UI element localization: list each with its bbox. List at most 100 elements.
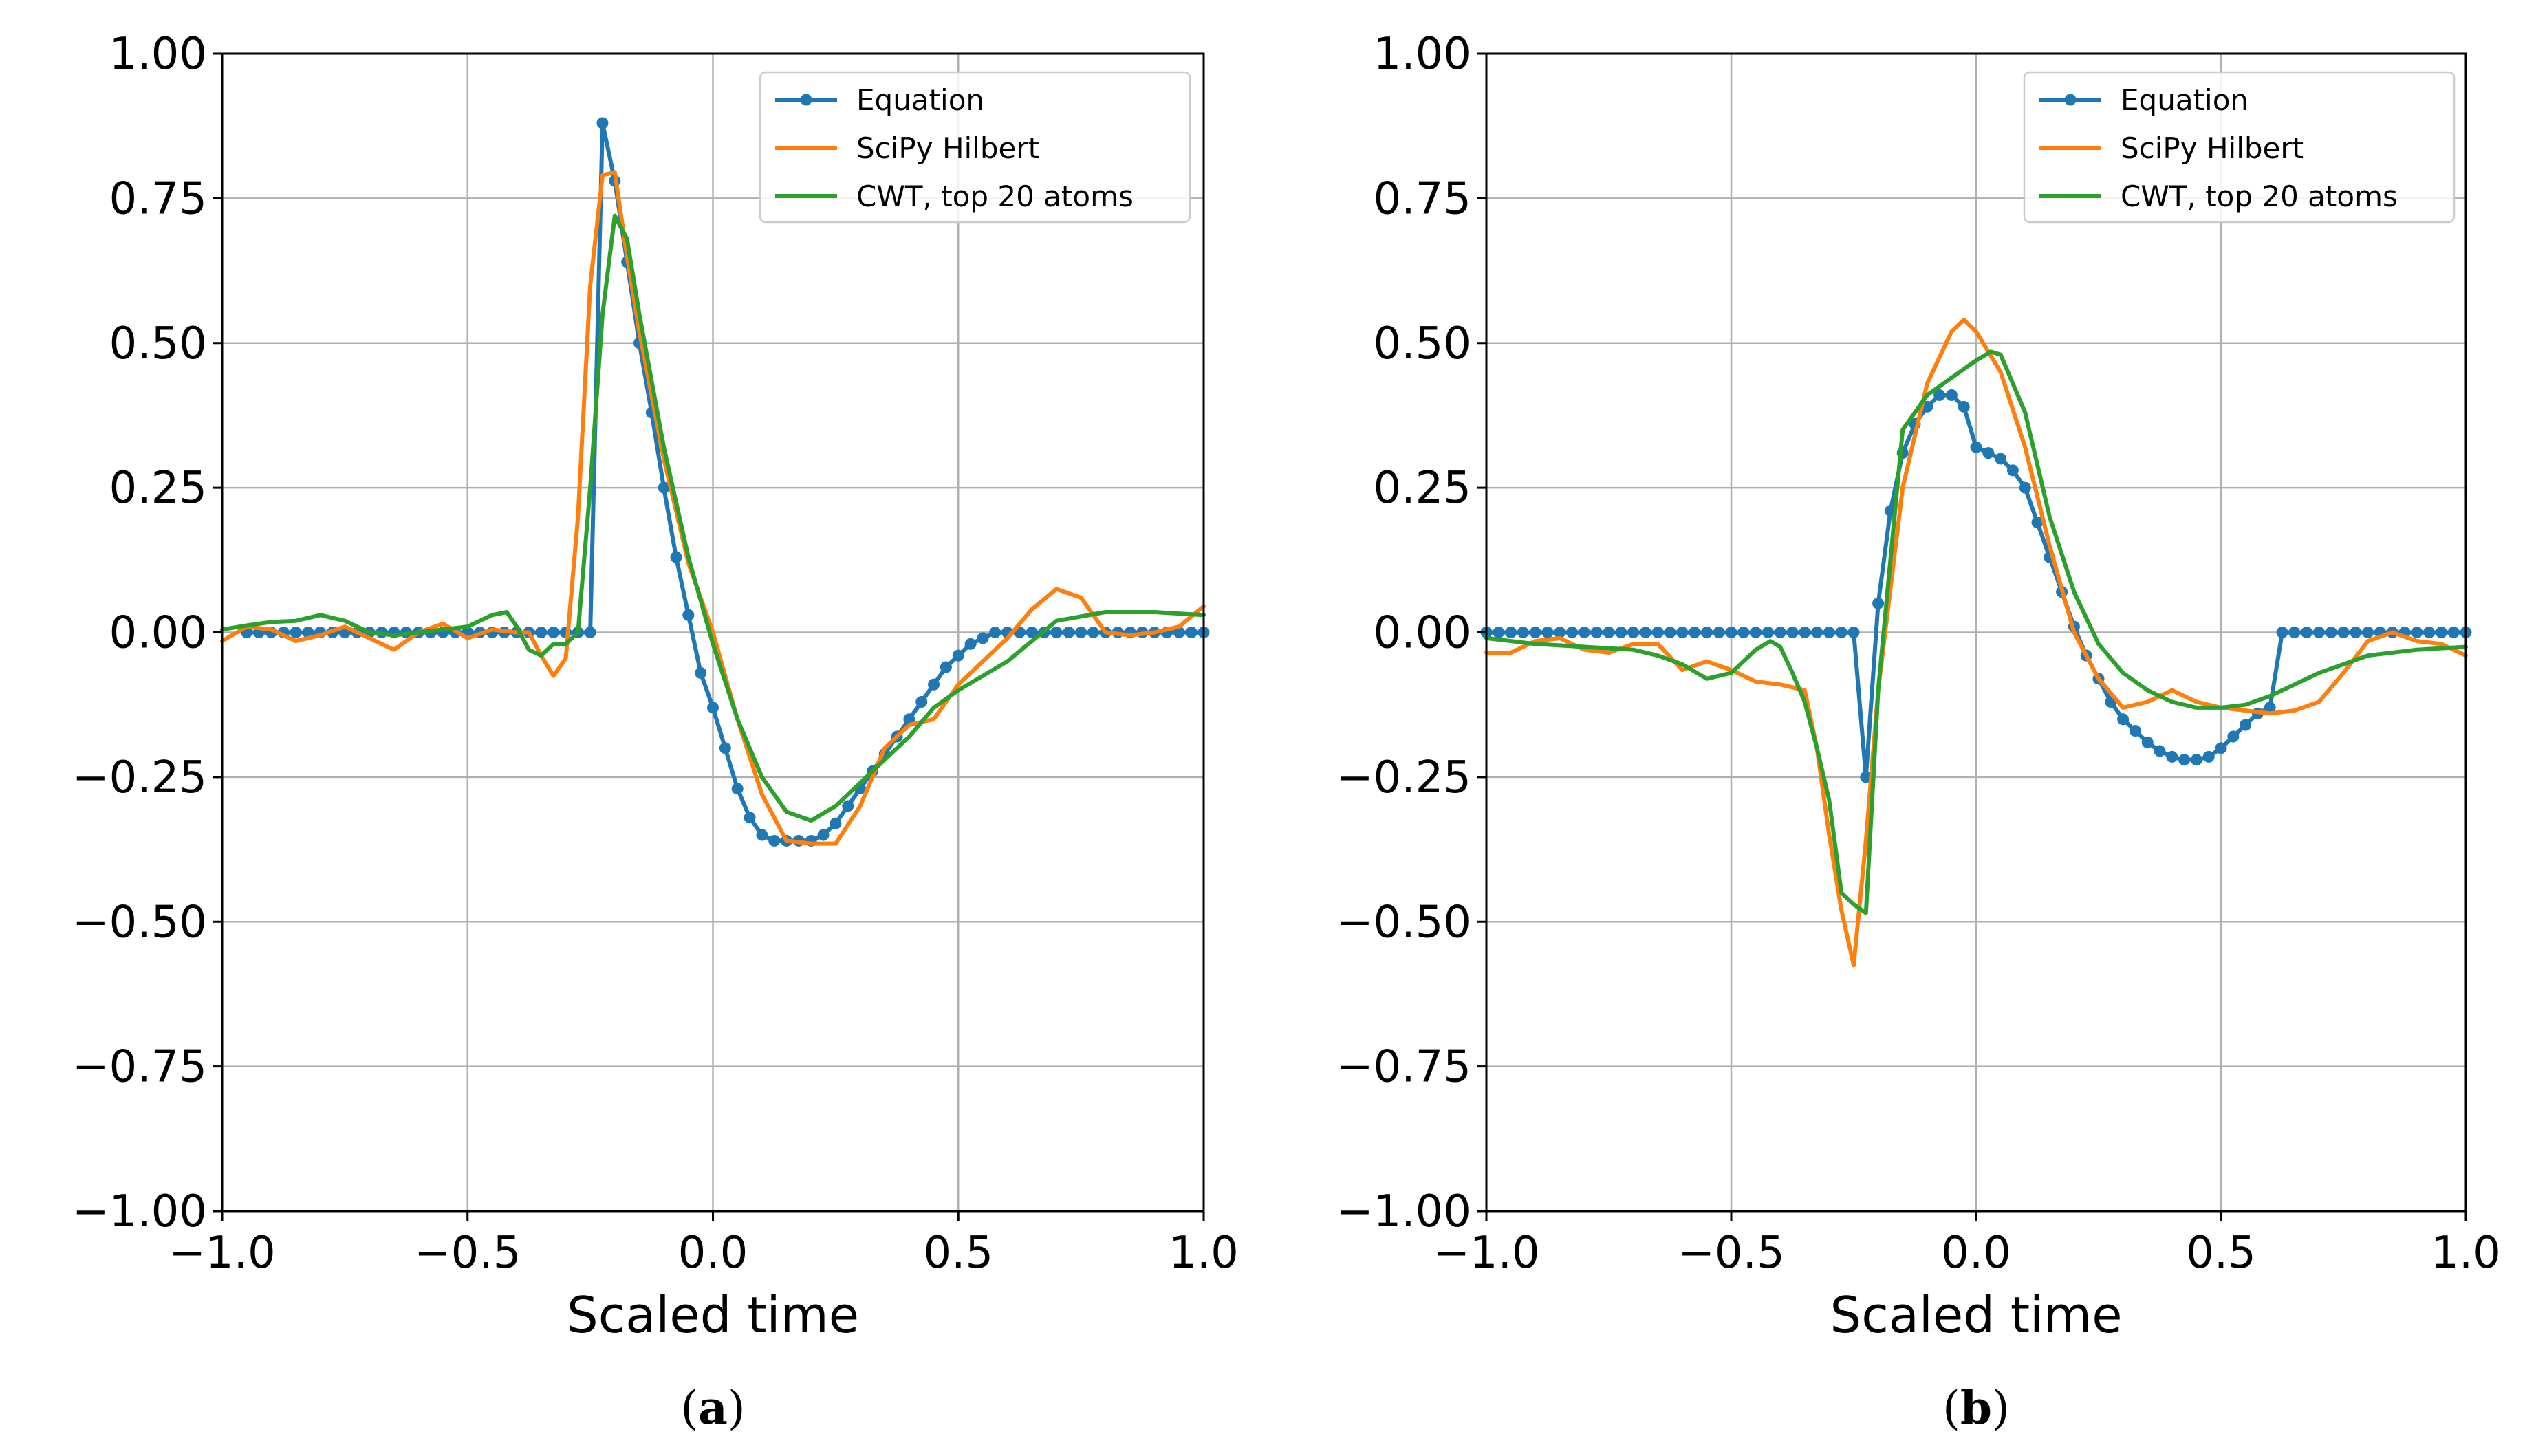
y-tick-label: −0.50 bbox=[72, 897, 207, 948]
data-point-equation bbox=[940, 661, 952, 673]
data-point-equation bbox=[1505, 627, 1517, 638]
data-point-equation bbox=[1578, 627, 1590, 638]
data-point-equation bbox=[928, 678, 940, 691]
data-point-equation bbox=[817, 829, 830, 841]
x-tick-label: 0.0 bbox=[678, 1228, 748, 1279]
legend-box bbox=[759, 71, 1191, 224]
panel-label: (b) bbox=[1942, 1381, 2010, 1435]
data-point-equation bbox=[1713, 627, 1725, 638]
y-tick-label: −0.75 bbox=[72, 1042, 207, 1093]
y-tick-label: 0.50 bbox=[1374, 318, 1472, 369]
data-point-equation bbox=[1725, 627, 1737, 638]
data-point-equation bbox=[1958, 400, 1970, 413]
panel-label-letter: b bbox=[1960, 1381, 1992, 1435]
series-line-cwt bbox=[220, 213, 1206, 823]
data-point-equation bbox=[2129, 725, 2141, 737]
y-tick-label: 0.75 bbox=[109, 173, 208, 224]
data-point-equation bbox=[1639, 627, 1651, 638]
data-point-equation bbox=[670, 551, 682, 563]
data-point-equation bbox=[2276, 627, 2288, 638]
data-point-equation bbox=[1554, 627, 1566, 638]
y-tick-label: −1.00 bbox=[72, 1186, 207, 1237]
data-point-equation bbox=[1603, 627, 1615, 638]
chart-panel-b: −1.0 −0.5 0.0 0.5 1.0 −1.00 −0.75 −0.50 −0.25 0.0… bbox=[1336, 29, 2501, 1435]
legend-box bbox=[2023, 71, 2456, 224]
data-point-equation bbox=[2435, 627, 2447, 638]
panel-label-open: ( bbox=[680, 1382, 698, 1435]
data-point-equation bbox=[707, 702, 719, 714]
data-point-equation bbox=[989, 627, 1001, 638]
data-point-equation bbox=[1566, 627, 1579, 638]
data-point-equation bbox=[2301, 627, 2313, 638]
data-point-equation bbox=[2031, 517, 2044, 529]
data-point-equation bbox=[1995, 453, 2007, 465]
data-point-equation bbox=[2312, 627, 2325, 638]
panel-label-close: ) bbox=[728, 1382, 746, 1435]
y-tick-label: 1.00 bbox=[109, 29, 208, 80]
data-point-equation bbox=[744, 812, 756, 824]
data-point-equation bbox=[2215, 742, 2227, 754]
x-axis-label: Scaled time bbox=[567, 1286, 859, 1344]
data-point-equation bbox=[1933, 389, 1946, 401]
data-point-equation bbox=[2411, 627, 2423, 638]
data-point-equation bbox=[1493, 627, 1505, 638]
x-tick-label: −0.5 bbox=[414, 1228, 521, 1279]
data-point-equation bbox=[915, 695, 928, 708]
data-point-equation bbox=[1982, 447, 1995, 459]
data-point-equation bbox=[2006, 464, 2019, 477]
data-point-equation bbox=[2166, 750, 2178, 763]
data-point-equation bbox=[2019, 481, 2031, 494]
data-point-equation bbox=[756, 829, 768, 841]
data-point-equation bbox=[1823, 627, 1835, 638]
data-point-equation bbox=[1799, 627, 1811, 638]
x-tick-label: 0.0 bbox=[1941, 1228, 2011, 1279]
data-point-equation bbox=[1627, 627, 1640, 638]
data-point-equation bbox=[2350, 627, 2362, 638]
data-point-equation bbox=[2227, 730, 2240, 743]
data-point-equation bbox=[1872, 597, 1885, 609]
panel-label-close: ) bbox=[1992, 1382, 2010, 1435]
x-tick-label: −1.0 bbox=[1433, 1228, 1539, 1279]
series-line-hilbert bbox=[220, 170, 1206, 846]
data-point-equation bbox=[2325, 627, 2337, 638]
data-point-equation bbox=[2117, 713, 2130, 726]
data-point-equation bbox=[2362, 627, 2374, 638]
data-point-equation bbox=[1615, 627, 1627, 638]
data-point-equation bbox=[1676, 627, 1689, 638]
data-point-equation bbox=[1075, 627, 1087, 638]
data-point-equation bbox=[1026, 627, 1038, 638]
panel-label-open: ( bbox=[1942, 1382, 1960, 1435]
data-point-equation bbox=[1063, 627, 1075, 638]
data-point-equation bbox=[2264, 702, 2276, 714]
data-point-equation bbox=[1970, 441, 1982, 453]
legend-label-cwt: CWT, top 20 atoms bbox=[2121, 180, 2398, 213]
data-point-equation bbox=[1590, 627, 1603, 638]
data-point-equation bbox=[1945, 389, 1958, 401]
y-tick-label: −1.00 bbox=[1336, 1186, 1471, 1237]
data-point-equation bbox=[1811, 627, 1823, 638]
panel-label: (a) bbox=[680, 1381, 745, 1435]
x-tick-label: 0.5 bbox=[923, 1228, 993, 1279]
data-point-equation bbox=[952, 649, 964, 662]
data-point-equation bbox=[2178, 754, 2191, 766]
x-tick-label: −1.0 bbox=[169, 1228, 275, 1279]
data-point-equation bbox=[964, 638, 977, 650]
data-point-equation bbox=[768, 834, 781, 847]
legend-marker-equation bbox=[800, 94, 812, 106]
legend-label-hilbert: SciPy Hilbert bbox=[2121, 131, 2304, 165]
legend: Equation SciPy Hilbert CWT, top 20 atoms bbox=[2023, 71, 2456, 224]
data-point-equation bbox=[2288, 627, 2301, 638]
legend-label-cwt: CWT, top 20 atoms bbox=[856, 180, 1134, 213]
data-point-equation bbox=[302, 627, 314, 638]
x-axis-label: Scaled time bbox=[1830, 1286, 2123, 1344]
data-point-equation bbox=[1750, 627, 1762, 638]
y-tick-label: −0.50 bbox=[1336, 897, 1471, 948]
panel-label-letter: a bbox=[698, 1381, 728, 1435]
y-tick-label: 0.50 bbox=[109, 318, 208, 369]
data-point-equation bbox=[903, 713, 915, 726]
data-point-equation bbox=[2141, 736, 2154, 748]
data-point-equation bbox=[1651, 627, 1664, 638]
data-point-equation bbox=[1835, 627, 1847, 638]
data-point-equation bbox=[1517, 627, 1529, 638]
